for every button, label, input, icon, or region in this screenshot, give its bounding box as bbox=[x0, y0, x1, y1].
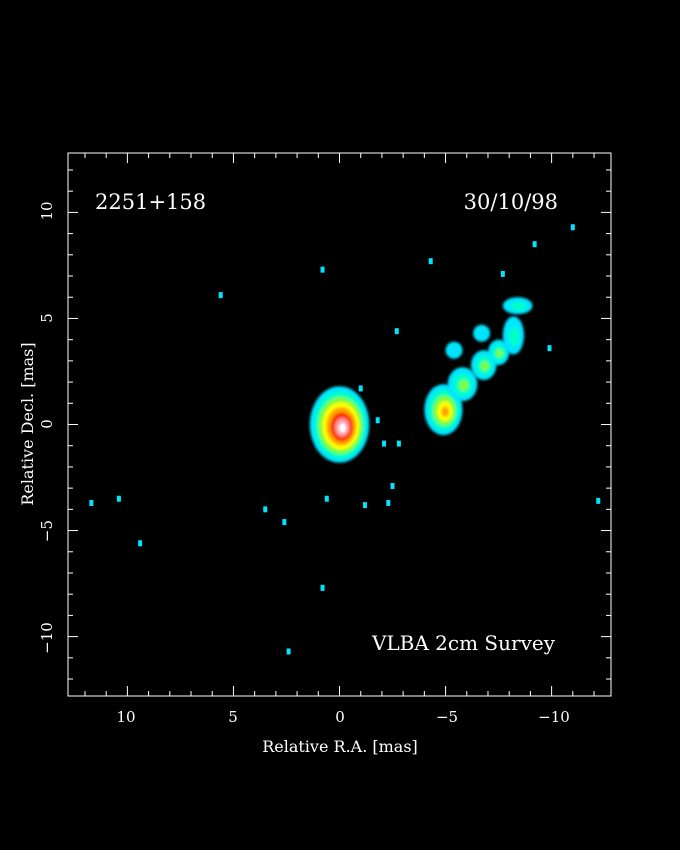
y-tick-label-5: 5 bbox=[38, 313, 56, 323]
contour-level bbox=[445, 341, 463, 359]
contour-level bbox=[338, 423, 347, 433]
noise-speck bbox=[320, 266, 325, 273]
noise-speck bbox=[138, 540, 143, 547]
contour-level bbox=[508, 326, 520, 346]
y-tick-label-0: 0 bbox=[38, 419, 56, 429]
x-tick-label-5: 5 bbox=[228, 708, 238, 726]
noise-speck bbox=[390, 483, 395, 490]
contour-level bbox=[441, 406, 450, 417]
epoch-label: 30/10/98 bbox=[464, 190, 558, 214]
y-axis-label: Relative Decl. [mas] bbox=[18, 342, 37, 505]
noise-speck bbox=[362, 502, 367, 509]
radio-emission-map bbox=[89, 224, 601, 655]
jet-component bbox=[447, 367, 478, 402]
noise-speck bbox=[324, 495, 329, 502]
jet-component bbox=[502, 297, 533, 315]
noise-speck bbox=[263, 506, 268, 513]
noise-speck bbox=[358, 385, 363, 392]
jet-component bbox=[445, 341, 463, 359]
noise-speck bbox=[396, 440, 401, 447]
noise-speck bbox=[282, 519, 287, 526]
axis-ticks bbox=[68, 153, 611, 696]
noise-speck bbox=[375, 417, 380, 424]
noise-speck bbox=[596, 497, 601, 504]
noise-speck bbox=[500, 270, 505, 277]
survey-label: VLBA 2cm Survey bbox=[371, 631, 556, 655]
jet-component bbox=[473, 324, 491, 342]
noise-speck bbox=[532, 241, 537, 248]
y-tick-label-minus5: −5 bbox=[38, 520, 56, 542]
contour-level bbox=[480, 361, 489, 372]
noise-speck bbox=[394, 328, 399, 335]
x-tick-label-minus5: −5 bbox=[436, 708, 458, 726]
x-tick-label-10: 10 bbox=[116, 708, 135, 726]
contour-level bbox=[495, 348, 503, 358]
noise-speck bbox=[116, 495, 121, 502]
noise-speck bbox=[570, 224, 575, 231]
noise-speck bbox=[218, 292, 223, 299]
source-name-label: 2251+158 bbox=[95, 190, 206, 214]
contour-level bbox=[458, 379, 469, 391]
jet-component bbox=[487, 339, 510, 366]
y-tick-label-minus10: −10 bbox=[38, 622, 56, 654]
y-tick-label-10: 10 bbox=[38, 201, 56, 220]
noise-speck bbox=[286, 648, 291, 655]
x-tick-label-0: 0 bbox=[335, 708, 345, 726]
x-tick-label-minus10: −10 bbox=[538, 708, 570, 726]
noise-speck bbox=[386, 499, 391, 506]
contour-level bbox=[511, 301, 526, 311]
noise-speck bbox=[547, 345, 552, 352]
x-axis-label: Relative R.A. [mas] bbox=[262, 737, 418, 756]
noise-speck bbox=[320, 584, 325, 591]
contour-level bbox=[473, 324, 491, 342]
core-component bbox=[309, 386, 370, 463]
noise-speck bbox=[428, 258, 433, 265]
jet-component bbox=[502, 316, 525, 355]
noise-speck bbox=[89, 499, 94, 506]
noise-speck bbox=[382, 440, 387, 447]
